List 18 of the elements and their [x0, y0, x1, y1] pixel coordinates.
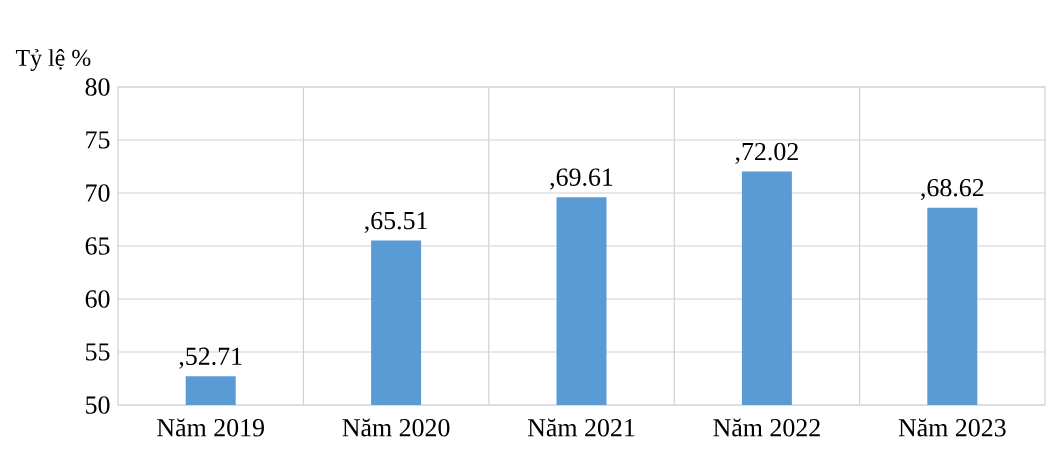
y-tick-label: 55	[86, 343, 110, 361]
y-axis-title: Tỷ lệ %	[15, 49, 91, 71]
y-tick-label: 70	[86, 184, 110, 202]
y-tick-label: 75	[86, 131, 110, 149]
x-tick-label: Năm 2022	[713, 418, 820, 437]
data-label: ,65.51	[364, 211, 427, 234]
data-label: ,52.71	[179, 347, 242, 369]
y-tick-label: 60	[85, 290, 110, 308]
data-label: ,68.62	[920, 178, 984, 201]
y-tick-label: 50	[86, 396, 110, 414]
x-tick-label: Năm 2020	[342, 418, 450, 437]
x-tick-label: Năm 2019	[157, 418, 264, 437]
x-tick-label: Năm 2023	[898, 418, 1006, 437]
data-label: ,72.02	[735, 142, 798, 165]
y-tick-label: 80	[85, 78, 110, 96]
y-tick-label: 65	[85, 237, 110, 255]
data-label: ,69.61	[550, 168, 613, 190]
x-tick-label: Năm 2021	[527, 418, 635, 437]
